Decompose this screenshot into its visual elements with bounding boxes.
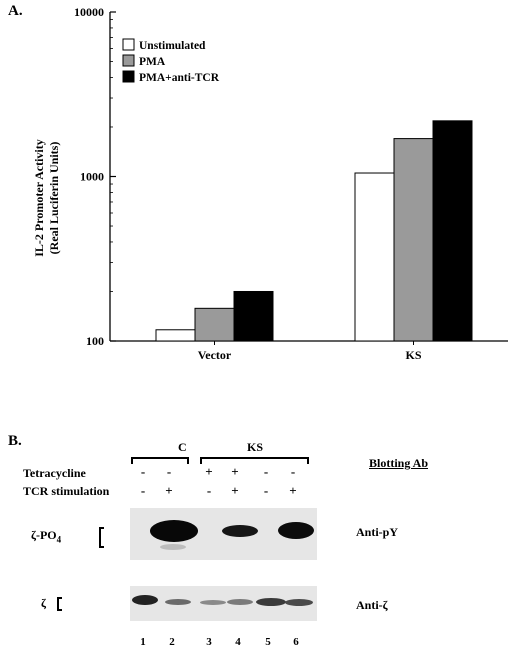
tet-sign-lane-2: -	[166, 464, 172, 479]
zeta-po4-bracket-bottom	[99, 546, 104, 548]
tcr-sign-lane-6: +	[289, 483, 297, 498]
bar-ks-unstimulated	[354, 172, 395, 342]
tetracycline-label: Tetracycline	[23, 466, 86, 480]
tcr-sign-lane-5: -	[263, 483, 269, 498]
lane-number-3: 3	[206, 636, 212, 648]
legend-swatch-2	[122, 54, 135, 67]
group-c-bracket	[131, 457, 188, 459]
group-ks-bracket	[200, 457, 308, 459]
y-tick-label-100: 100	[86, 334, 104, 348]
lane-number-6: 6	[293, 636, 299, 648]
zeta-bracket-top	[57, 597, 62, 599]
zeta-label: ζ	[41, 596, 46, 610]
bar-chart: 100 1000 10000 IL-2 Promoter Activity (Real …	[32, 5, 508, 362]
group-c-bracket-left	[131, 457, 133, 464]
group-c-label: C	[178, 440, 187, 454]
tet-sign-lane-5: -	[263, 464, 269, 479]
group-ks-bracket-right	[307, 457, 309, 464]
bar-ks-pma-anti-tcr	[432, 120, 473, 342]
smear-lane-2	[160, 544, 186, 550]
tet-sign-lane-4: +	[231, 464, 239, 479]
lane-number-4: 4	[235, 636, 241, 648]
bar-ks-pma	[393, 138, 434, 342]
tet-sign-lane-3: +	[205, 464, 213, 479]
anti-zeta-blot	[130, 586, 317, 621]
band-lane-3-zeta	[200, 600, 226, 605]
zeta-po4-label: ζ-PO4	[31, 528, 62, 545]
band-lane-6-zeta	[285, 599, 313, 606]
y-axis-label-line-2: (Real Luciferin Units)	[47, 142, 61, 255]
y-tick-label-1000: 1000	[80, 170, 104, 184]
zeta-bracket-bottom	[57, 609, 62, 611]
bar-vector-unstimulated	[155, 329, 196, 342]
panel-a-label: A.	[8, 3, 23, 19]
legend-label-2: PMA	[139, 56, 166, 68]
band-lane-2-phospho	[150, 520, 198, 542]
band-lane-1-zeta	[132, 595, 158, 605]
panel-b-label: B.	[8, 433, 22, 449]
lane-number-2: 2	[169, 636, 175, 648]
zeta-po4-bracket	[99, 527, 101, 547]
bar-vector-pma-anti-tcr	[233, 290, 274, 342]
group-ks-label: KS	[247, 440, 264, 454]
legend-swatch-3	[122, 70, 135, 83]
y-tick-label-10000: 10000	[74, 5, 104, 19]
group-ks-bracket-left	[200, 457, 202, 464]
tet-sign-lane-1: -	[140, 464, 146, 479]
legend-swatch-1	[122, 38, 135, 51]
zeta-po4-bracket-top	[99, 527, 104, 529]
anti-py-blot	[130, 508, 317, 560]
bar-vector-pma	[194, 307, 235, 342]
lane-number-1: 1	[140, 636, 146, 648]
tcr-sign-lane-1: -	[140, 483, 146, 498]
legend-label-3: PMA+anti-TCR	[139, 72, 220, 84]
x-tick-label-vector: Vector	[198, 348, 232, 362]
legend-label-1: Unstimulated	[139, 40, 206, 52]
band-lane-2-zeta	[165, 599, 191, 605]
band-lane-4-zeta	[227, 599, 253, 605]
lane-number-5: 5	[265, 636, 271, 648]
x-tick-label-ks: KS	[405, 348, 421, 362]
tcr-stimulation-label: TCR stimulation	[23, 484, 110, 498]
anti-zeta-label: Anti-ζ	[356, 598, 388, 612]
band-lane-6-phospho	[278, 522, 314, 539]
band-lane-5-zeta	[256, 598, 286, 606]
anti-py-label: Anti-pY	[356, 525, 399, 539]
tcr-sign-lane-3: -	[206, 483, 212, 498]
group-c-bracket-right	[187, 457, 189, 464]
tcr-sign-lane-4: +	[231, 483, 239, 498]
tcr-sign-lane-2: +	[165, 483, 173, 498]
y-axis-label-line-1: IL-2 Promoter Activity	[32, 139, 46, 257]
band-lane-4-phospho	[222, 525, 258, 537]
blotting-ab-header: Blotting Ab	[369, 456, 429, 470]
tet-sign-lane-6: -	[290, 464, 296, 479]
zeta-bracket	[57, 597, 59, 610]
